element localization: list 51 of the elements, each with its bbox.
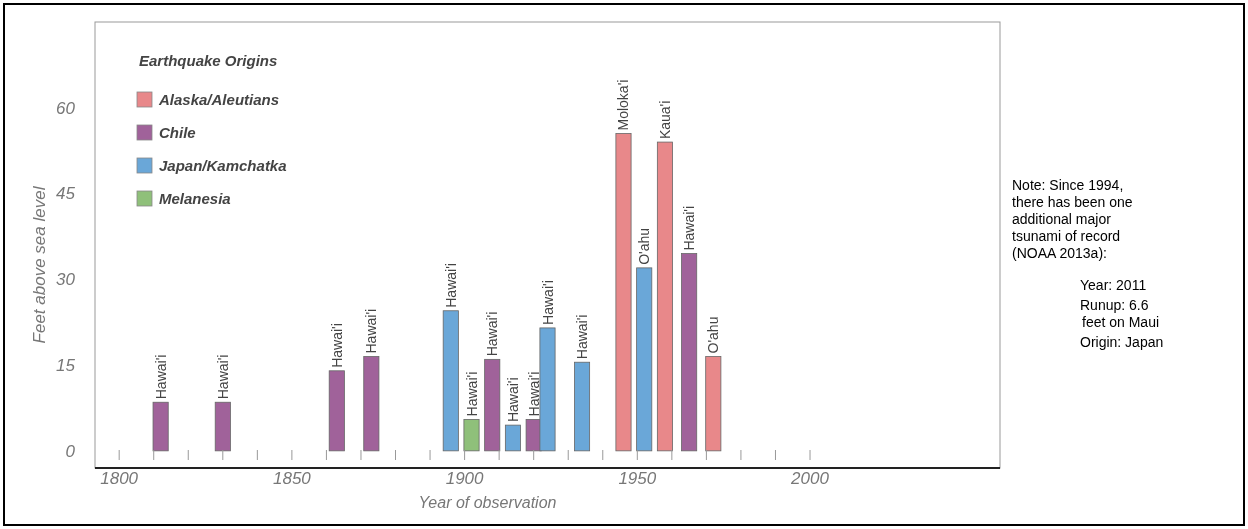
- annotation: Hawai'i: [152, 354, 169, 400]
- legend-title: Earthquake Origins: [139, 52, 278, 69]
- y-tick-label: 60: [56, 98, 76, 118]
- legend-label: Alaska/Aleutians: [158, 91, 280, 108]
- y-axis-title: Feet above sea level: [30, 185, 49, 344]
- y-tick-label: 0: [65, 441, 76, 461]
- legend-label: Japan/Kamchatka: [159, 157, 287, 174]
- annotation: Hawai'i: [214, 354, 231, 400]
- bar: [484, 358, 501, 452]
- bar: [636, 267, 653, 452]
- annotation: O'ahu: [705, 316, 722, 354]
- bar: [656, 141, 673, 452]
- annotation: Hawai'i: [484, 311, 501, 357]
- annotation: Hawai'i: [442, 263, 459, 308]
- y-tick-label: 30: [56, 270, 76, 290]
- bar: [574, 361, 591, 452]
- y-tick-label: 45: [56, 184, 76, 204]
- annotation: Moloka'i: [615, 79, 632, 131]
- annotation: Hawai'i: [363, 308, 380, 354]
- legend-label: Chile: [159, 124, 196, 141]
- bar: [504, 424, 521, 452]
- x-tick-label: 1950: [618, 469, 657, 488]
- bar: [363, 356, 380, 452]
- bar: [463, 419, 480, 452]
- annotation: Hawai'i: [681, 205, 698, 251]
- annotation: Hawai'i: [574, 314, 591, 360]
- x-tick-label: 1800: [100, 469, 139, 488]
- annotation: Kaua'i: [656, 100, 673, 140]
- annotation: Hawai'i: [525, 371, 542, 417]
- y-tick-label: 15: [56, 356, 76, 376]
- annotation: Hawai'i: [539, 280, 556, 325]
- text: Runup: 6.6 feet on Maui: [1080, 297, 1160, 330]
- x-tick-label: 2000: [790, 469, 830, 488]
- x-tick-label: 1850: [272, 469, 312, 488]
- text: Note: Since 1994, there has been one additional major tsunami of record (NOAA 2013a):: [1012, 177, 1133, 261]
- annotation: Hawai'i: [328, 323, 345, 368]
- annotation: Hawai'i: [463, 371, 480, 417]
- x-tick-label: 1900: [445, 469, 485, 488]
- bar: [152, 401, 169, 452]
- bar: [615, 133, 632, 452]
- bar: [442, 310, 459, 452]
- text: Year: 2011: [1080, 277, 1147, 293]
- x-axis-title: Year of observation: [418, 494, 557, 511]
- bar: [681, 253, 698, 452]
- legend-label: Melanesia: [159, 190, 231, 207]
- annotation: O'ahu: [636, 227, 653, 265]
- bar: [214, 401, 231, 452]
- bar: [328, 370, 345, 452]
- bar: [705, 356, 722, 452]
- annotation: Hawai'i: [504, 377, 521, 423]
- text: Origin: Japan: [1080, 334, 1164, 350]
